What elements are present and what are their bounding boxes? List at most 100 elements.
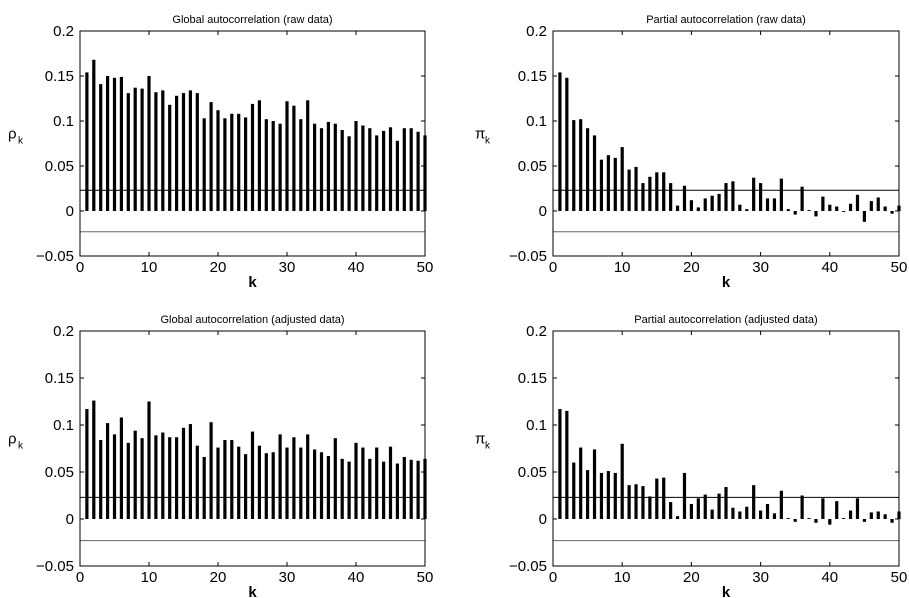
bar [855, 498, 860, 519]
bar [126, 93, 130, 211]
bar [409, 459, 413, 519]
bar [759, 183, 763, 211]
chart-title: Global autocorrelation (adjusted data) [160, 314, 344, 326]
bar [793, 519, 797, 522]
y-axis-label-symbol: π [475, 126, 485, 143]
y-axis-label-symbol: ρ [8, 431, 17, 448]
bar [655, 172, 659, 211]
bar [890, 211, 894, 214]
bar [306, 100, 310, 211]
x-axis-label: k [722, 274, 731, 291]
bar [285, 447, 289, 519]
bar [641, 486, 645, 519]
bar [655, 478, 659, 519]
x-tick-label: 20 [683, 569, 700, 586]
x-tick-label: 20 [210, 259, 227, 276]
bar [154, 92, 158, 211]
x-axis-label: k [248, 584, 257, 598]
y-tick-label: 0.2 [526, 323, 547, 340]
bar [717, 193, 721, 211]
bar [106, 423, 110, 519]
y-axis-label-subscript: k [485, 136, 491, 147]
axes-box [552, 30, 900, 257]
x-tick-label: 0 [549, 569, 557, 586]
bar [662, 172, 666, 211]
bar [606, 155, 610, 211]
bar [772, 198, 777, 211]
bar [592, 135, 597, 211]
x-tick-label: 0 [76, 259, 84, 276]
bar [161, 90, 165, 211]
bar [786, 209, 790, 211]
bar [855, 194, 860, 211]
bar [613, 157, 617, 211]
axes-box [552, 330, 900, 567]
y-tick-label: −0.05 [36, 558, 74, 575]
bar [828, 204, 832, 211]
y-tick-label: −0.05 [509, 248, 547, 265]
bar [319, 452, 324, 519]
bar [634, 166, 638, 211]
panel-2: Partial autocorrelation (raw data) 0 10 20 3… [475, 14, 907, 291]
bar [703, 198, 707, 211]
bar [347, 136, 351, 211]
bar [558, 409, 562, 519]
y-tick-label: 0.15 [518, 68, 547, 85]
x-axis-label: k [248, 274, 257, 291]
bar [264, 119, 268, 211]
bar [835, 501, 839, 519]
bar [140, 438, 144, 519]
bar [724, 487, 728, 519]
bar [669, 502, 673, 519]
bar [112, 434, 117, 519]
bar [168, 104, 172, 211]
x-axis-label: k [722, 584, 731, 598]
x-tick-label: 10 [614, 259, 631, 276]
bar [696, 207, 700, 211]
bar [416, 460, 420, 519]
bar [579, 447, 583, 519]
bar [842, 211, 846, 212]
bar [257, 445, 261, 519]
bar [181, 427, 186, 519]
axes-box [79, 330, 426, 567]
bar [869, 512, 873, 519]
y-tick-label: 0.2 [526, 23, 547, 40]
bar [710, 195, 714, 211]
bar [188, 90, 192, 211]
bar [154, 435, 158, 519]
y-tick-label: 0.1 [526, 417, 547, 434]
y-axis-label-subscript: k [18, 441, 24, 452]
bar [133, 87, 137, 211]
bar [717, 493, 721, 519]
y-tick-label: 0.2 [53, 23, 74, 40]
bar [278, 434, 282, 519]
bar [99, 84, 103, 211]
bar [627, 485, 631, 519]
bar [85, 409, 89, 519]
bar [388, 127, 393, 211]
x-tick-label: 50 [891, 259, 908, 276]
bar [731, 181, 735, 211]
bar [257, 100, 261, 211]
chart-title: Global autocorrelation (raw data) [172, 14, 332, 26]
bar [147, 76, 151, 211]
bar [869, 201, 873, 211]
x-tick-label: 30 [752, 259, 769, 276]
bar [752, 485, 756, 519]
bar [689, 200, 693, 211]
bar [862, 211, 866, 222]
y-tick-label: 0.1 [53, 113, 74, 130]
bar [223, 440, 227, 519]
bar [306, 434, 310, 519]
bar [85, 72, 89, 212]
y-axis-label-subscript: k [485, 441, 491, 452]
bar [119, 417, 123, 519]
bar [409, 128, 413, 211]
bar [724, 183, 728, 211]
bar [765, 503, 770, 519]
bar [202, 118, 206, 211]
bar [250, 431, 255, 519]
bar [92, 400, 96, 519]
